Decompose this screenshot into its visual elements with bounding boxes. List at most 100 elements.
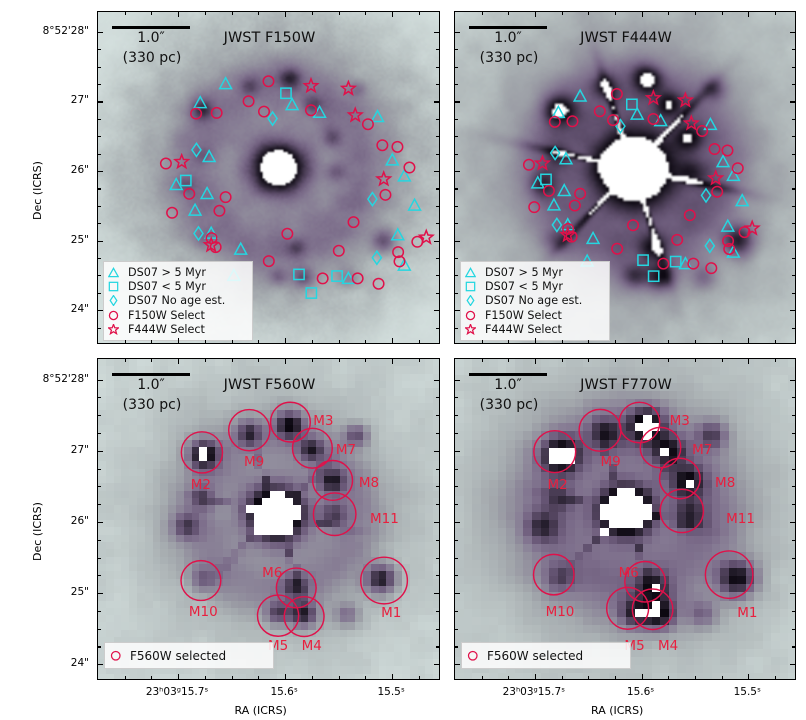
tick-x-minor: [258, 340, 260, 343]
tick-y-minor: [436, 486, 439, 488]
tick-x-minor: [774, 359, 777, 362]
tick-y-minor: [98, 468, 101, 470]
tick-y-minor: [436, 415, 439, 417]
tick-y-major: [98, 450, 103, 452]
panel-f770w: M1 M2 M3 M4 M5 M6 M7 M8 M9 M10 M11 1.0″ (330 pc) JWST…: [454, 358, 796, 680]
tick-y-minor: [455, 504, 458, 506]
scalebar-f560w: [112, 373, 190, 376]
tick-y-minor: [792, 118, 795, 120]
tick-y-major: [790, 379, 795, 381]
ytick-label: 24": [70, 657, 89, 670]
tick-x-major: [178, 359, 180, 364]
tick-y-major: [790, 593, 795, 595]
source-label-m9: M9: [243, 454, 265, 471]
tick-y-minor: [98, 136, 101, 138]
tick-y-minor: [792, 223, 795, 225]
tick-y-minor: [792, 646, 795, 648]
tick-y-minor: [792, 504, 795, 506]
tick-x-minor: [311, 12, 313, 15]
legend-circle-icon: [108, 310, 126, 321]
tick-y-minor: [436, 223, 439, 225]
legend-triangle-icon: [108, 266, 126, 278]
panel-f444w: 1.0″ (330 pc) JWST F444W DS07 > 5 Myr DS07 <…: [454, 11, 796, 344]
tick-x-minor: [721, 359, 723, 362]
tick-y-major: [790, 171, 795, 173]
scalebar-f150w: [112, 26, 190, 29]
tick-x-major: [534, 674, 536, 679]
source-label-m9: M9: [600, 454, 621, 471]
tick-y-minor: [436, 136, 439, 138]
tick-x-minor: [365, 340, 367, 343]
tick-y-minor: [455, 646, 458, 648]
source-label-m7: M7: [692, 442, 713, 459]
panel-title-f150w: JWST F150W: [223, 30, 316, 46]
tick-y-major: [455, 310, 460, 312]
tick-x-minor: [365, 12, 367, 15]
tick-y-major: [434, 101, 439, 103]
source-label-m1: M1: [381, 605, 402, 622]
legend-circle-icon: [467, 650, 485, 662]
tick-x-major: [178, 12, 180, 17]
legend-f560w: F560W selected: [104, 642, 274, 669]
source-label-m11: M11: [369, 510, 399, 527]
tick-x-minor: [508, 340, 510, 343]
legend-label: DS07 < 5 Myr: [128, 280, 206, 294]
tick-y-minor: [98, 153, 101, 155]
legend-label: DS07 > 5 Myr: [485, 265, 563, 279]
tick-y-minor: [792, 275, 795, 277]
tick-y-major: [455, 31, 460, 33]
tick-x-minor: [124, 12, 126, 15]
tick-x-major: [641, 359, 643, 364]
tick-y-minor: [98, 188, 101, 190]
tick-x-minor: [588, 359, 590, 362]
tick-y-minor: [436, 628, 439, 630]
legend-f150w: DS07 > 5 Myr DS07 < 5 Myr DS07 No age est.…: [103, 261, 253, 341]
legend-label: F444W Select: [128, 323, 205, 337]
legend-square-icon: [108, 281, 126, 292]
tick-y-minor: [436, 432, 439, 435]
source-label-m6: M6: [618, 565, 639, 582]
tick-x-major: [285, 338, 287, 343]
tick-x-minor: [418, 359, 420, 362]
tick-y-minor: [436, 66, 439, 68]
source-label-m11: M11: [726, 510, 755, 527]
tick-x-minor: [561, 676, 563, 679]
ytick-label: 25": [70, 586, 89, 599]
tick-x-major: [748, 674, 750, 679]
tick-x-major: [748, 12, 750, 17]
tick-y-minor: [455, 539, 458, 541]
tick-y-major: [790, 664, 795, 666]
tick-y-minor: [455, 575, 458, 577]
tick-x-minor: [338, 676, 340, 679]
tick-y-minor: [436, 397, 439, 399]
tick-x-minor: [311, 340, 313, 343]
tick-x-major: [392, 338, 394, 343]
scalebar-sublabel-f150w: (330 pc): [122, 50, 182, 66]
tick-x-minor: [588, 676, 590, 679]
xtick-label: 23ʰ03ᵍ15.7ˢ: [145, 686, 209, 698]
tick-y-minor: [455, 118, 458, 120]
tick-x-minor: [204, 676, 206, 679]
legend-label: DS07 > 5 Myr: [128, 265, 206, 279]
tick-y-minor: [98, 292, 101, 294]
tick-y-major: [455, 240, 460, 242]
tick-y-minor: [98, 84, 101, 86]
tick-y-minor: [98, 646, 101, 648]
tick-y-major: [790, 101, 795, 103]
tick-y-minor: [98, 432, 101, 435]
tick-y-minor: [98, 275, 101, 277]
tick-x-minor: [588, 340, 590, 343]
tick-x-minor: [614, 340, 616, 343]
legend-row-f150w-3: F150W Select: [108, 308, 246, 322]
ytick-label: 26": [70, 164, 89, 176]
ytick-label: 24": [70, 303, 89, 316]
tick-y-major: [98, 521, 103, 524]
tick-x-major: [748, 338, 750, 343]
tick-x-minor: [124, 340, 126, 343]
tick-y-minor: [792, 49, 795, 51]
legend-label: F150W Select: [485, 308, 562, 322]
legend-star-icon: [465, 324, 483, 336]
tick-y-minor: [455, 486, 458, 488]
panel-title-f770w: JWST F770W: [580, 377, 672, 393]
